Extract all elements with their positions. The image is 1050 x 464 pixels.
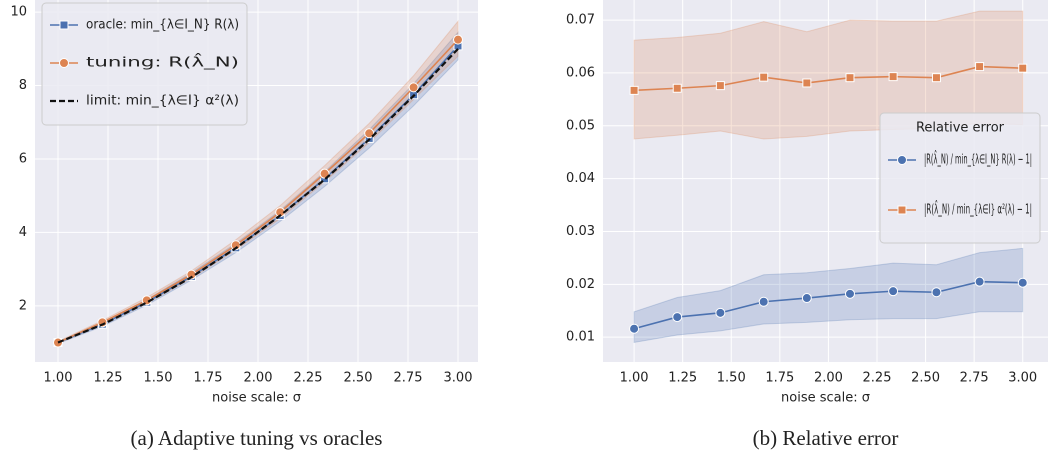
- y-tick-label: 0.03: [566, 224, 595, 239]
- marker: [715, 307, 726, 318]
- legend-label: |R(λ̂_N) / min_{λ∈I_N} R(λ) − 1|: [924, 150, 1032, 167]
- marker: [931, 73, 941, 83]
- x-tick-label: 2.75: [960, 371, 989, 386]
- x-tick-label: 2.75: [394, 371, 423, 386]
- y-tick-label: 0.01: [566, 330, 595, 345]
- legend-box: [41, 2, 248, 126]
- marker: [408, 82, 419, 93]
- marker: [931, 287, 942, 298]
- marker: [59, 20, 69, 30]
- x-tick-label: 1.50: [144, 371, 173, 386]
- x-tick-label: 2.00: [814, 371, 843, 386]
- legend-label: oracle: min_{λ∈I_N} R(λ): [86, 18, 239, 33]
- x-tick-label: 1.50: [717, 371, 746, 386]
- marker: [672, 312, 683, 323]
- marker: [672, 83, 682, 93]
- marker: [801, 293, 812, 304]
- marker: [1017, 277, 1028, 288]
- legend-box: [879, 112, 1041, 244]
- legend-label: tuning: R(λ̂_N): [86, 53, 239, 70]
- series-line: [57, 48, 459, 344]
- marker: [897, 155, 907, 165]
- y-tick-label: 2: [19, 298, 27, 313]
- y-tick-label: 6: [19, 151, 27, 166]
- series-line: [634, 65, 1023, 92]
- marker: [974, 276, 985, 287]
- x-tick-label: 1.00: [620, 371, 649, 386]
- x-axis-label: noise scale: σ: [781, 391, 870, 406]
- y-tick-label: 0.07: [566, 13, 595, 28]
- y-tick-label: 10: [10, 5, 27, 20]
- marker: [59, 58, 69, 68]
- marker: [364, 128, 375, 139]
- plot: [603, 0, 1048, 362]
- marker: [453, 34, 463, 45]
- marker: [845, 73, 855, 83]
- marker: [844, 288, 855, 299]
- x-tick-label: 2.50: [911, 371, 940, 386]
- series-line: [633, 280, 1023, 330]
- x-tick-label: 1.25: [94, 371, 123, 386]
- marker: [759, 72, 769, 82]
- confidence-band: [57, 19, 459, 345]
- x-tick-label: 2.25: [863, 371, 892, 386]
- x-tick-label: 3.00: [444, 371, 473, 386]
- x-tick-label: 1.00: [44, 371, 73, 386]
- x-tick-label: 1.25: [668, 371, 697, 386]
- marker: [1018, 63, 1028, 73]
- y-tick-label: 8: [19, 78, 27, 93]
- x-tick-label: 1.75: [194, 371, 223, 386]
- legend-label: |R(λ̂_N) / min_{λ∈I} α²(λ) − 1|: [924, 200, 1032, 217]
- marker: [758, 296, 769, 307]
- marker: [802, 78, 812, 88]
- x-tick-label: 2.50: [344, 371, 373, 386]
- x-tick-label: 2.25: [294, 371, 323, 386]
- x-tick-label: 1.75: [765, 371, 794, 386]
- x-tick-label: 2.00: [244, 371, 273, 386]
- marker: [888, 72, 898, 82]
- y-tick-label: 0.06: [566, 65, 595, 80]
- caption: (b) Relative error: [753, 426, 899, 450]
- y-tick-label: 0.04: [566, 171, 595, 186]
- marker: [897, 205, 907, 215]
- y-tick-label: 4: [19, 225, 27, 240]
- y-tick-label: 0.02: [566, 277, 595, 292]
- marker: [715, 81, 725, 91]
- x-axis-label: noise scale: σ: [212, 391, 301, 406]
- legend-title: Relative error: [916, 121, 1005, 136]
- confidence-band: [57, 30, 459, 345]
- legend-label: limit: min_{λ∈I} α²(λ): [86, 94, 239, 109]
- marker: [975, 62, 985, 72]
- marker: [629, 85, 639, 95]
- caption: (a) Adaptive tuning vs oracles: [131, 426, 383, 450]
- series-line: [57, 39, 459, 344]
- y-tick-label: 0.05: [566, 118, 595, 133]
- marker: [319, 168, 330, 179]
- marker: [888, 286, 899, 297]
- x-tick-label: 3.00: [1008, 371, 1037, 386]
- marker: [629, 323, 640, 334]
